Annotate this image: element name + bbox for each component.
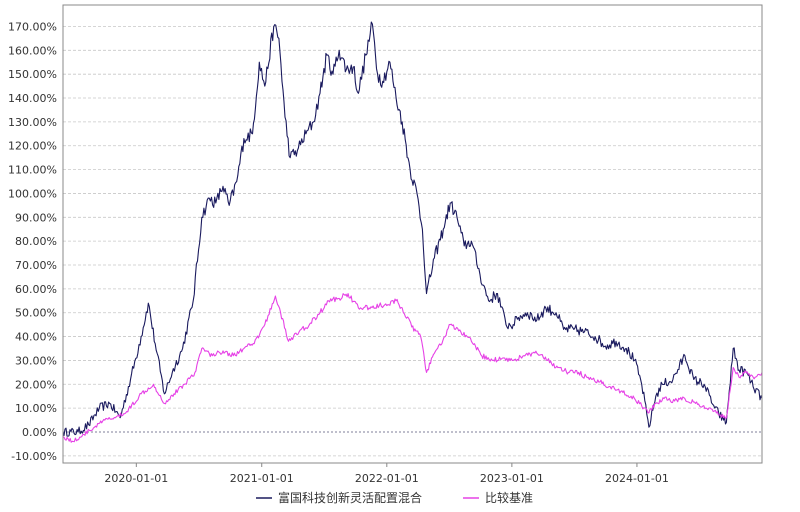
x-tick-label: 2022-01-01 xyxy=(355,472,419,485)
y-tick-label: 70.00% xyxy=(15,259,57,272)
x-axis-ticks: 2020-01-01 2021-01-01 2022-01-01 2023-01-01… xyxy=(104,463,669,485)
x-tick-label: 2021-01-01 xyxy=(230,472,294,485)
y-tick-label: 0.00% xyxy=(22,426,57,439)
y-axis-ticks: -10.00% 0.00% 10.00% 20.00% 30.00% 40.00% 50.0… xyxy=(8,20,57,462)
legend-label-benchmark: 比较基准 xyxy=(485,490,533,505)
y-tick-label: 160.00% xyxy=(8,44,57,57)
y-tick-label: -10.00% xyxy=(11,450,57,463)
legend-label-fund: 富国科技创新灵活配置混合 xyxy=(278,490,422,505)
grid-lines xyxy=(63,26,762,457)
y-tick-label: 170.00% xyxy=(8,20,57,33)
y-tick-label: 30.00% xyxy=(15,354,57,367)
y-tick-label: 20.00% xyxy=(15,378,57,391)
legend: 富国科技创新灵活配置混合 比较基准 xyxy=(256,490,533,505)
y-tick-label: 110.00% xyxy=(8,164,57,177)
y-tick-label: 100.00% xyxy=(8,187,57,200)
series-lines xyxy=(62,21,763,443)
x-tick-label: 2024-01-01 xyxy=(605,472,669,485)
series-line-fund xyxy=(62,21,763,437)
y-tick-label: 40.00% xyxy=(15,331,57,344)
y-tick-label: 80.00% xyxy=(15,235,57,248)
y-tick-label: 60.00% xyxy=(15,283,57,296)
x-tick-label: 2023-01-01 xyxy=(480,472,544,485)
y-tick-label: 140.00% xyxy=(8,92,57,105)
y-tick-label: 10.00% xyxy=(15,402,57,415)
plot-frame xyxy=(62,4,763,464)
y-tick-label: 130.00% xyxy=(8,116,57,129)
y-tick-label: 90.00% xyxy=(15,211,57,224)
x-tick-label: 2020-01-01 xyxy=(104,472,168,485)
series-line-benchmark xyxy=(62,293,763,443)
y-tick-label: 50.00% xyxy=(15,307,57,320)
y-tick-label: 150.00% xyxy=(8,68,57,81)
y-tick-label: 120.00% xyxy=(8,140,57,153)
